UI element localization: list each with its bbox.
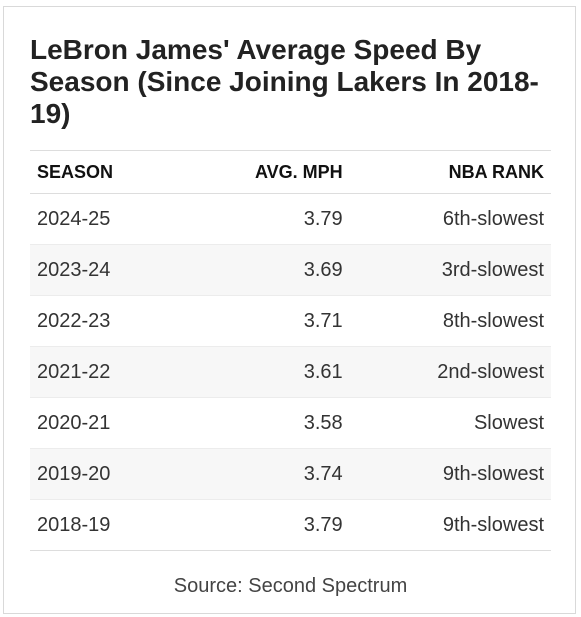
nba-rank-cell: 9th-slowest bbox=[349, 448, 551, 500]
nba-rank-cell: 2nd-slowest bbox=[349, 346, 551, 398]
column-header-season: SEASON bbox=[30, 150, 181, 194]
avg-mph-cell: 3.74 bbox=[180, 448, 350, 500]
nba-rank-cell: 8th-slowest bbox=[349, 295, 551, 347]
season-cell: 2023-24 bbox=[30, 244, 181, 296]
avg-mph-cell: 3.79 bbox=[303, 207, 343, 230]
table-row: 2021-22 3.61 2nd-slowest bbox=[30, 346, 551, 398]
nba-rank-cell: Slowest bbox=[349, 397, 551, 449]
table-row: 2023-24 3.69 3rd-slowest bbox=[30, 244, 551, 296]
season-cell: 2019-20 bbox=[30, 448, 181, 500]
table-row: 2022-23 3.71 8th-slowest bbox=[30, 295, 551, 347]
table-row: 2020-21 3.58 Slowest bbox=[30, 397, 551, 449]
avg-mph-cell: 3.58 bbox=[180, 397, 350, 449]
table-header-row: SEASON AVG. MPH NBA RANK bbox=[30, 150, 551, 194]
nba-rank-cell: 9th-slowest bbox=[349, 499, 551, 551]
table-row: 2024-25 3.79 6th-slowest bbox=[30, 194, 551, 245]
table-row: 2018-19 3.79 9th-slowest bbox=[30, 499, 551, 551]
column-header-avg-mph: AVG. MPH bbox=[180, 150, 350, 194]
avg-mph-cell: 3.71 bbox=[180, 295, 350, 347]
avg-mph-cell: 3.79 bbox=[180, 499, 350, 551]
season-cell: 2022-23 bbox=[30, 295, 181, 347]
nba-rank-cell: 6th-slowest bbox=[442, 207, 544, 230]
season-cell: 2024-25 bbox=[37, 207, 111, 230]
nba-rank-cell: 3rd-slowest bbox=[349, 244, 551, 296]
speed-table: SEASON AVG. MPH NBA RANK 2024-25 3.79 6t… bbox=[30, 150, 551, 551]
season-cell: 2020-21 bbox=[30, 397, 181, 449]
column-header-nba-rank: NBA RANK bbox=[349, 150, 551, 194]
chart-title: LeBron James' Average Speed By Season (S… bbox=[30, 34, 539, 129]
avg-mph-cell: 3.69 bbox=[180, 244, 350, 296]
table-row: 2019-20 3.74 9th-slowest bbox=[30, 448, 551, 500]
season-cell: 2021-22 bbox=[30, 346, 181, 398]
source-note: Source: Second Spectrum bbox=[173, 575, 408, 597]
season-cell: 2018-19 bbox=[30, 499, 181, 551]
avg-mph-cell: 3.61 bbox=[180, 346, 350, 398]
